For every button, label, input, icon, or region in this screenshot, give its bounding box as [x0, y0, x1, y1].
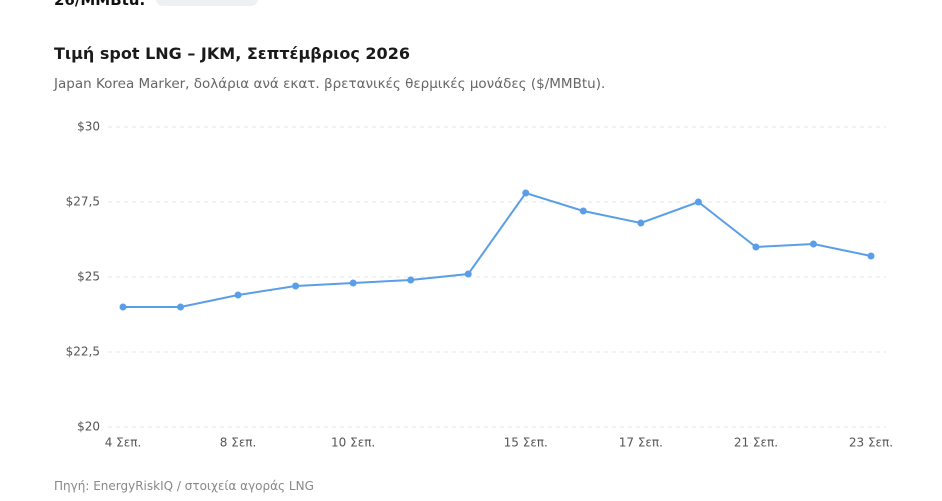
chart-title: Τιμή spot LNG – JKM, Σεπτέμβριος 2026	[54, 44, 410, 63]
x-tick-label: 8 Σεπ.	[220, 436, 257, 450]
point	[522, 189, 530, 197]
line	[123, 191, 872, 308]
source: Πηγή: EnergyRiskIQ / στοιχεία αγοράς LNG	[54, 479, 314, 493]
point	[292, 282, 300, 290]
point	[694, 198, 702, 206]
point	[234, 291, 242, 299]
y-tick-label: $27,5	[66, 195, 100, 209]
y-tick-label: $22,5	[66, 345, 100, 359]
chart-subtitle: Japan Korea Marker, δολάρια ανά εκατ. βρ…	[54, 76, 606, 92]
x-tick-label: 17 Σεπ.	[619, 436, 663, 450]
point	[464, 270, 472, 278]
lead-text: 26/MMBtu.	[54, 0, 146, 9]
badge	[156, 0, 258, 6]
point	[637, 219, 645, 227]
x-tick-label: 23 Σεπ.	[849, 436, 893, 450]
point	[119, 303, 127, 311]
point	[177, 303, 185, 311]
point	[349, 279, 357, 287]
point	[809, 240, 817, 248]
x-tick-label: 15 Σεπ.	[504, 436, 548, 450]
point	[867, 252, 875, 260]
point	[579, 207, 587, 215]
x-tick-label: 21 Σεπ.	[734, 436, 778, 450]
y-tick-label: $25	[77, 270, 100, 284]
point	[752, 243, 760, 251]
x-tick-label: 10 Σεπ.	[331, 436, 375, 450]
point	[407, 276, 415, 284]
x-tick-label: 4 Σεπ.	[105, 436, 142, 450]
y-tick-label: $20	[77, 420, 100, 434]
y-tick-label: $30	[77, 120, 100, 134]
